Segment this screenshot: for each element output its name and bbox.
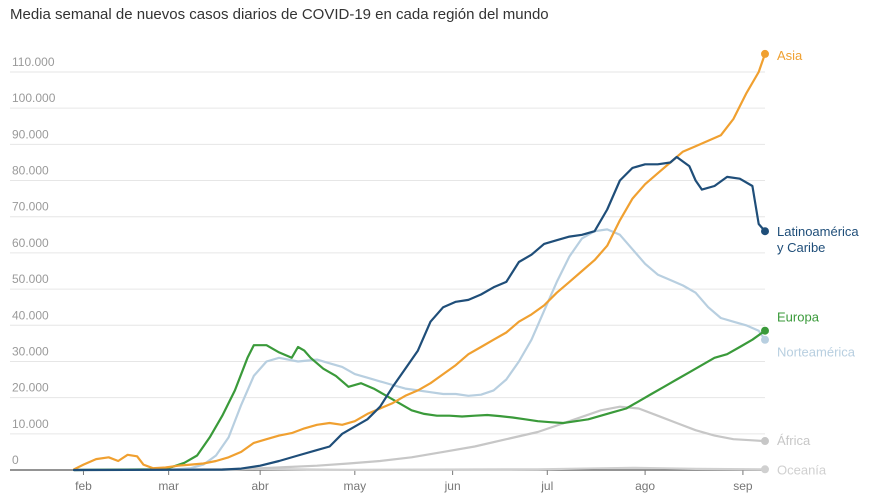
y-tick-label: 10.000 [12,417,49,431]
y-tick-label: 50.000 [12,272,49,286]
series-label-oceania: Oceanía [777,462,827,477]
y-tick-label: 30.000 [12,344,49,358]
series-line-norteamerica [72,228,767,472]
series-line-africa [72,405,767,472]
y-tick-label: 80.000 [12,164,49,178]
series-endpoint-asia [761,49,769,58]
x-tick-label: ago [635,479,655,493]
series-label-africa: África [777,433,811,448]
series-endpoint-latinoamerica-y-caribe [761,227,769,236]
series-label-norteamerica: Norteamérica [777,345,856,360]
y-tick-label: 0 [12,453,19,467]
x-tick-label: may [343,479,366,493]
y-tick-label: 90.000 [12,127,49,141]
x-tick-label: feb [75,479,92,493]
y-tick-label: 70.000 [12,200,49,214]
series-label-europa: Europa [777,310,820,325]
series-line-latinoamerica-y-caribe [72,155,767,472]
series-label-asia: Asia [777,48,803,63]
x-tick-label: mar [158,479,179,493]
chart-title: Media semanal de nuevos casos diarios de… [10,6,549,23]
x-tick-label: sep [733,479,753,493]
series-label-latinoamerica-y-caribe: Latinoamérica y Caribe [777,224,859,255]
y-tick-label: 110.000 [12,55,55,69]
series-endpoint-europa [761,326,769,335]
series-endpoint-norteamerica [761,335,769,344]
series-endpoint-oceania [761,465,769,474]
series-line-asia [72,52,767,471]
y-tick-label: 100.000 [12,91,56,105]
y-tick-label: 20.000 [12,381,49,395]
y-tick-label: 40.000 [12,308,49,322]
x-tick-label: jul [540,479,553,493]
x-tick-label: abr [251,479,268,493]
series-line-europa [72,329,767,472]
x-tick-label: jun [444,479,461,493]
y-tick-label: 60.000 [12,236,49,250]
series-endpoint-africa [761,437,769,446]
